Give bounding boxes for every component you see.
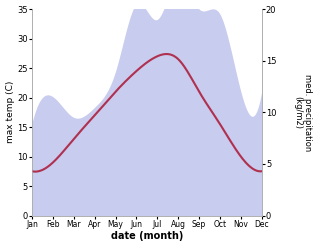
Y-axis label: max temp (C): max temp (C) [5, 81, 15, 144]
X-axis label: date (month): date (month) [111, 231, 183, 242]
Y-axis label: med. precipitation
(kg/m2): med. precipitation (kg/m2) [293, 74, 313, 151]
